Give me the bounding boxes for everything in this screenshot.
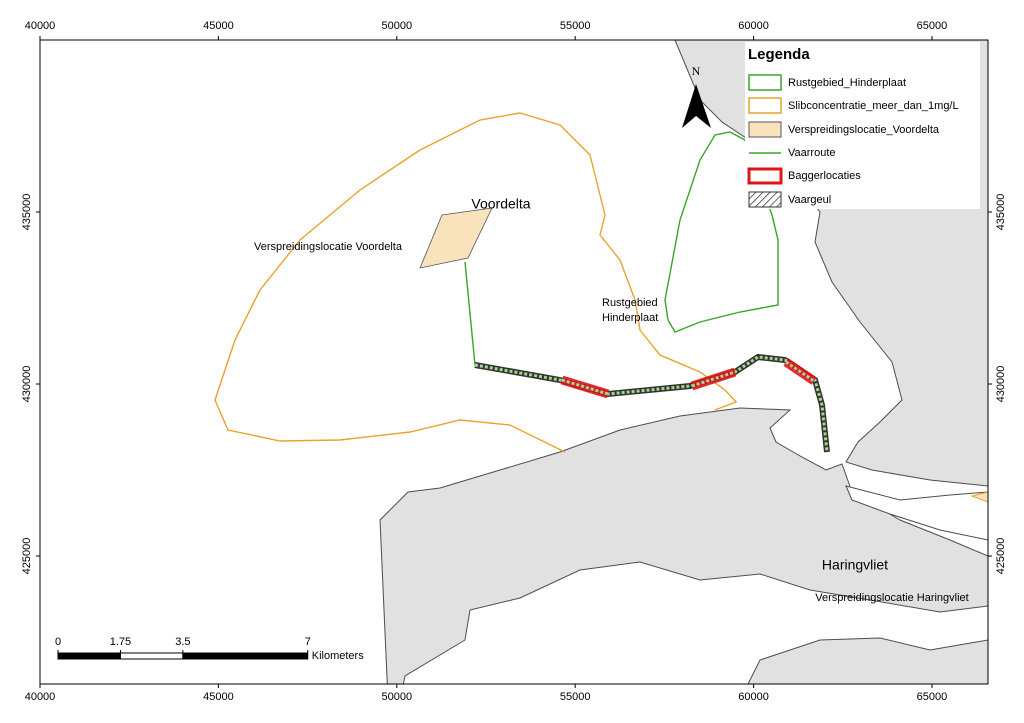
legend-label: Vaarroute [788, 147, 836, 159]
legend-title: Legenda [748, 46, 810, 63]
y-tick-label: 425000 [21, 538, 33, 575]
baggerlocaties-fill [561, 360, 815, 396]
bagger-fill-2 [691, 370, 736, 388]
scale-label: 1.75 [110, 636, 131, 648]
scale-segment [57, 652, 121, 660]
legend-symbol [748, 191, 782, 208]
y-tick-label: 430000 [995, 366, 1007, 403]
y-tick-label: 435000 [995, 194, 1007, 231]
north-label: N [692, 64, 701, 78]
north-left [682, 84, 696, 128]
land-flakkee [747, 637, 988, 684]
label-voordelta: Voordelta [471, 196, 530, 212]
spread-voordelta [419, 207, 493, 269]
y-tick-label: 435000 [21, 194, 33, 231]
scale-segment [182, 652, 309, 660]
legend-label: Baggerlocaties [788, 170, 861, 182]
x-tick-label: 50000 [381, 691, 412, 703]
north-right [696, 84, 711, 128]
scale-label: 3.5 [175, 636, 190, 648]
x-tick-label: 55000 [560, 20, 591, 32]
bagger-fill-1 [561, 378, 609, 396]
water-channel [845, 485, 988, 541]
x-tick-label: 45000 [203, 691, 234, 703]
x-tick-label: 40000 [25, 20, 56, 32]
legend-box [745, 42, 980, 209]
north-arrow: N [682, 64, 711, 128]
scale-label: 0 [55, 636, 61, 648]
x-tick-label: 50000 [381, 20, 412, 32]
x-tick-label: 65000 [917, 691, 948, 703]
x-tick-label: 60000 [738, 20, 769, 32]
scale-segment [119, 652, 184, 660]
label-rustgebied: Rustgebied [602, 297, 658, 309]
legend-symbol [747, 167, 783, 185]
legend-label: Rustgebied_Hinderplaat [788, 77, 906, 89]
legend: Legenda [745, 42, 980, 209]
bagger-fill-3 [785, 360, 815, 383]
label-spread-voordelta: Verspreidingslocatie Voordelta [254, 241, 403, 253]
x-tick-label: 60000 [738, 691, 769, 703]
legend-symbol [748, 97, 782, 114]
x-tick-label: 45000 [203, 20, 234, 32]
legend-symbol [748, 74, 782, 91]
slib-contour [214, 112, 738, 453]
y-tick-label: 430000 [21, 366, 33, 403]
scale-unit: Kilometers [312, 650, 364, 662]
x-tick-label: 65000 [917, 20, 948, 32]
label-spread-haringvliet: Verspreidingslocatie Haringvliet [815, 592, 968, 604]
legend-label: Verspreidingslocatie_Voordelta [788, 124, 940, 136]
map-body [214, 40, 988, 684]
legend-label: Slibconcentratie_meer_dan_1mg/L [788, 100, 959, 112]
legend-label: Vaargeul [788, 194, 831, 206]
legend-symbol [748, 121, 782, 138]
x-tick-label: 40000 [25, 691, 56, 703]
spread-haringvliet [970, 491, 988, 503]
scale-label: 7 [305, 636, 311, 648]
x-tick-label: 55000 [560, 691, 591, 703]
label-hinderplaat: Hinderplaat [602, 312, 658, 324]
label-haringvliet: Haringvliet [822, 557, 888, 573]
y-tick-label: 425000 [995, 538, 1007, 575]
vaarroute [464, 261, 476, 366]
frame [39, 39, 989, 685]
